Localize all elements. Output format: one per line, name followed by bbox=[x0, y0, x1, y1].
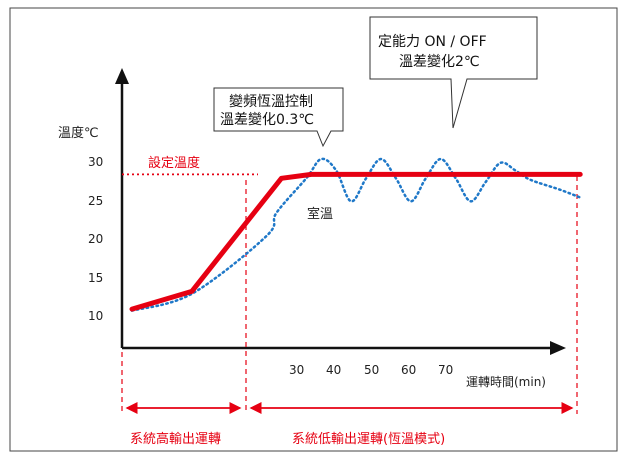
callout-inverter-box bbox=[213, 87, 344, 148]
y-tick-label: 30 bbox=[88, 155, 103, 169]
callout-onoff-box bbox=[369, 16, 538, 129]
x-tick-label: 30 bbox=[289, 363, 304, 377]
x-tick-label: 40 bbox=[326, 363, 341, 377]
controlled-temperature-line bbox=[129, 171, 583, 312]
x-tick-label: 70 bbox=[438, 363, 453, 377]
y-tick-label: 20 bbox=[88, 232, 103, 246]
x-axis-arrow bbox=[550, 341, 566, 355]
y-axis-arrow bbox=[115, 68, 129, 84]
setpoint-label: 設定溫度 bbox=[148, 155, 200, 171]
x-axis-label: 運轉時間(min) bbox=[466, 375, 546, 389]
room-temperature-label: 室溫 bbox=[307, 206, 333, 222]
y-tick-label: 10 bbox=[88, 309, 103, 323]
callout-inverter-line1: 變頻恆溫控制 bbox=[229, 94, 313, 110]
room-temperature-line bbox=[130, 157, 582, 312]
callout-inverter-line2: 溫差變化0.3℃ bbox=[220, 112, 314, 128]
y-tick-label: 25 bbox=[88, 194, 103, 208]
phase-high-label: 系統高輸出運轉 bbox=[130, 431, 221, 447]
callout-onoff-line1: 定能力 ON / OFF bbox=[378, 34, 487, 50]
phase-low-label: 系統低輸出運轉(恆溫模式) bbox=[292, 432, 445, 447]
callout-onoff-line2: 溫差變化2℃ bbox=[399, 54, 480, 70]
x-tick-label: 60 bbox=[401, 363, 416, 377]
chart-frame bbox=[9, 7, 618, 452]
x-tick-label: 50 bbox=[364, 363, 379, 377]
y-axis-label: 溫度℃ bbox=[58, 125, 99, 141]
y-tick-label: 15 bbox=[88, 271, 103, 285]
